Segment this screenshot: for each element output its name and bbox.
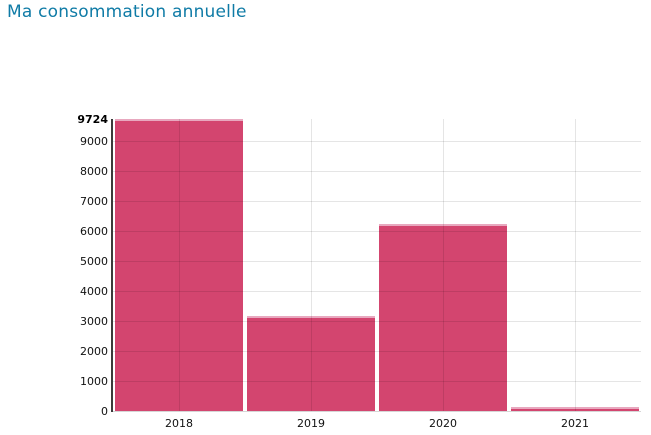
y-tick-label: 4000 <box>80 285 108 298</box>
bar-2020[interactable] <box>379 224 507 411</box>
h-gridline <box>113 291 641 292</box>
y-tick-label: 9724 <box>77 113 108 126</box>
bar-2019[interactable] <box>247 316 375 411</box>
x-tick-label: 2021 <box>561 417 589 430</box>
chart-title: Ma consommation annuelle <box>7 2 247 22</box>
x-tick-label: 2019 <box>297 417 325 430</box>
h-gridline <box>113 261 641 262</box>
x-axis-baseline <box>113 411 641 412</box>
y-tick-label: 2000 <box>80 345 108 358</box>
y-tick-label: 6000 <box>80 225 108 238</box>
y-tick-label: 7000 <box>80 195 108 208</box>
plot-area <box>111 119 641 412</box>
bar-2018[interactable] <box>115 119 243 411</box>
bar-2021[interactable] <box>511 407 639 411</box>
y-tick-label: 1000 <box>80 375 108 388</box>
v-gridline <box>575 119 576 411</box>
v-gridline <box>443 119 444 411</box>
h-gridline <box>113 351 641 352</box>
h-gridline <box>113 381 641 382</box>
v-gridline <box>311 119 312 411</box>
h-gridline <box>113 231 641 232</box>
h-gridline <box>113 141 641 142</box>
y-tick-label: 8000 <box>80 165 108 178</box>
x-tick-label: 2018 <box>165 417 193 430</box>
y-tick-label: 0 <box>101 405 108 418</box>
h-gridline <box>113 171 641 172</box>
h-gridline <box>113 201 641 202</box>
h-gridline <box>113 321 641 322</box>
y-tick-label: 9000 <box>80 135 108 148</box>
y-axis-line <box>111 119 113 412</box>
y-tick-label: 5000 <box>80 255 108 268</box>
v-gridline <box>179 119 180 411</box>
y-tick-label: 3000 <box>80 315 108 328</box>
x-tick-label: 2020 <box>429 417 457 430</box>
